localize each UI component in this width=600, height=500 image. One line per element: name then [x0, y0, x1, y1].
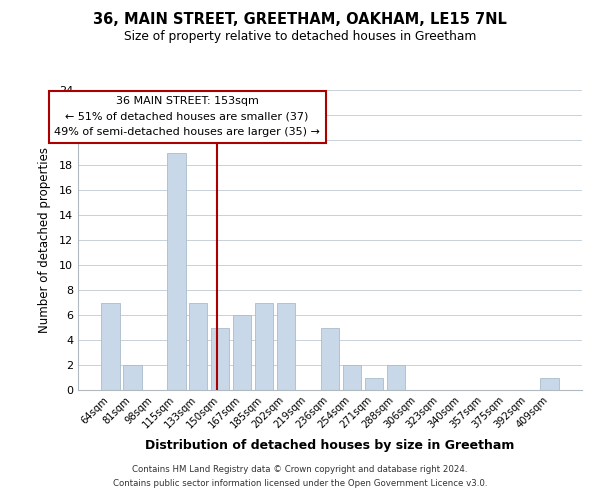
Bar — [277, 302, 295, 390]
Bar — [167, 152, 185, 390]
X-axis label: Distribution of detached houses by size in Greetham: Distribution of detached houses by size … — [145, 439, 515, 452]
Bar — [233, 315, 251, 390]
Y-axis label: Number of detached properties: Number of detached properties — [38, 147, 50, 333]
Bar — [365, 378, 383, 390]
Text: Size of property relative to detached houses in Greetham: Size of property relative to detached ho… — [124, 30, 476, 43]
Bar — [541, 378, 559, 390]
Bar — [320, 328, 340, 390]
Bar — [255, 302, 274, 390]
Bar — [189, 302, 208, 390]
Bar — [386, 365, 405, 390]
Bar — [343, 365, 361, 390]
Bar — [211, 328, 229, 390]
Text: Contains HM Land Registry data © Crown copyright and database right 2024.
Contai: Contains HM Land Registry data © Crown c… — [113, 466, 487, 487]
Bar — [123, 365, 142, 390]
Bar — [101, 302, 119, 390]
Text: 36 MAIN STREET: 153sqm
← 51% of detached houses are smaller (37)
49% of semi-det: 36 MAIN STREET: 153sqm ← 51% of detached… — [54, 96, 320, 138]
Text: 36, MAIN STREET, GREETHAM, OAKHAM, LE15 7NL: 36, MAIN STREET, GREETHAM, OAKHAM, LE15 … — [93, 12, 507, 28]
